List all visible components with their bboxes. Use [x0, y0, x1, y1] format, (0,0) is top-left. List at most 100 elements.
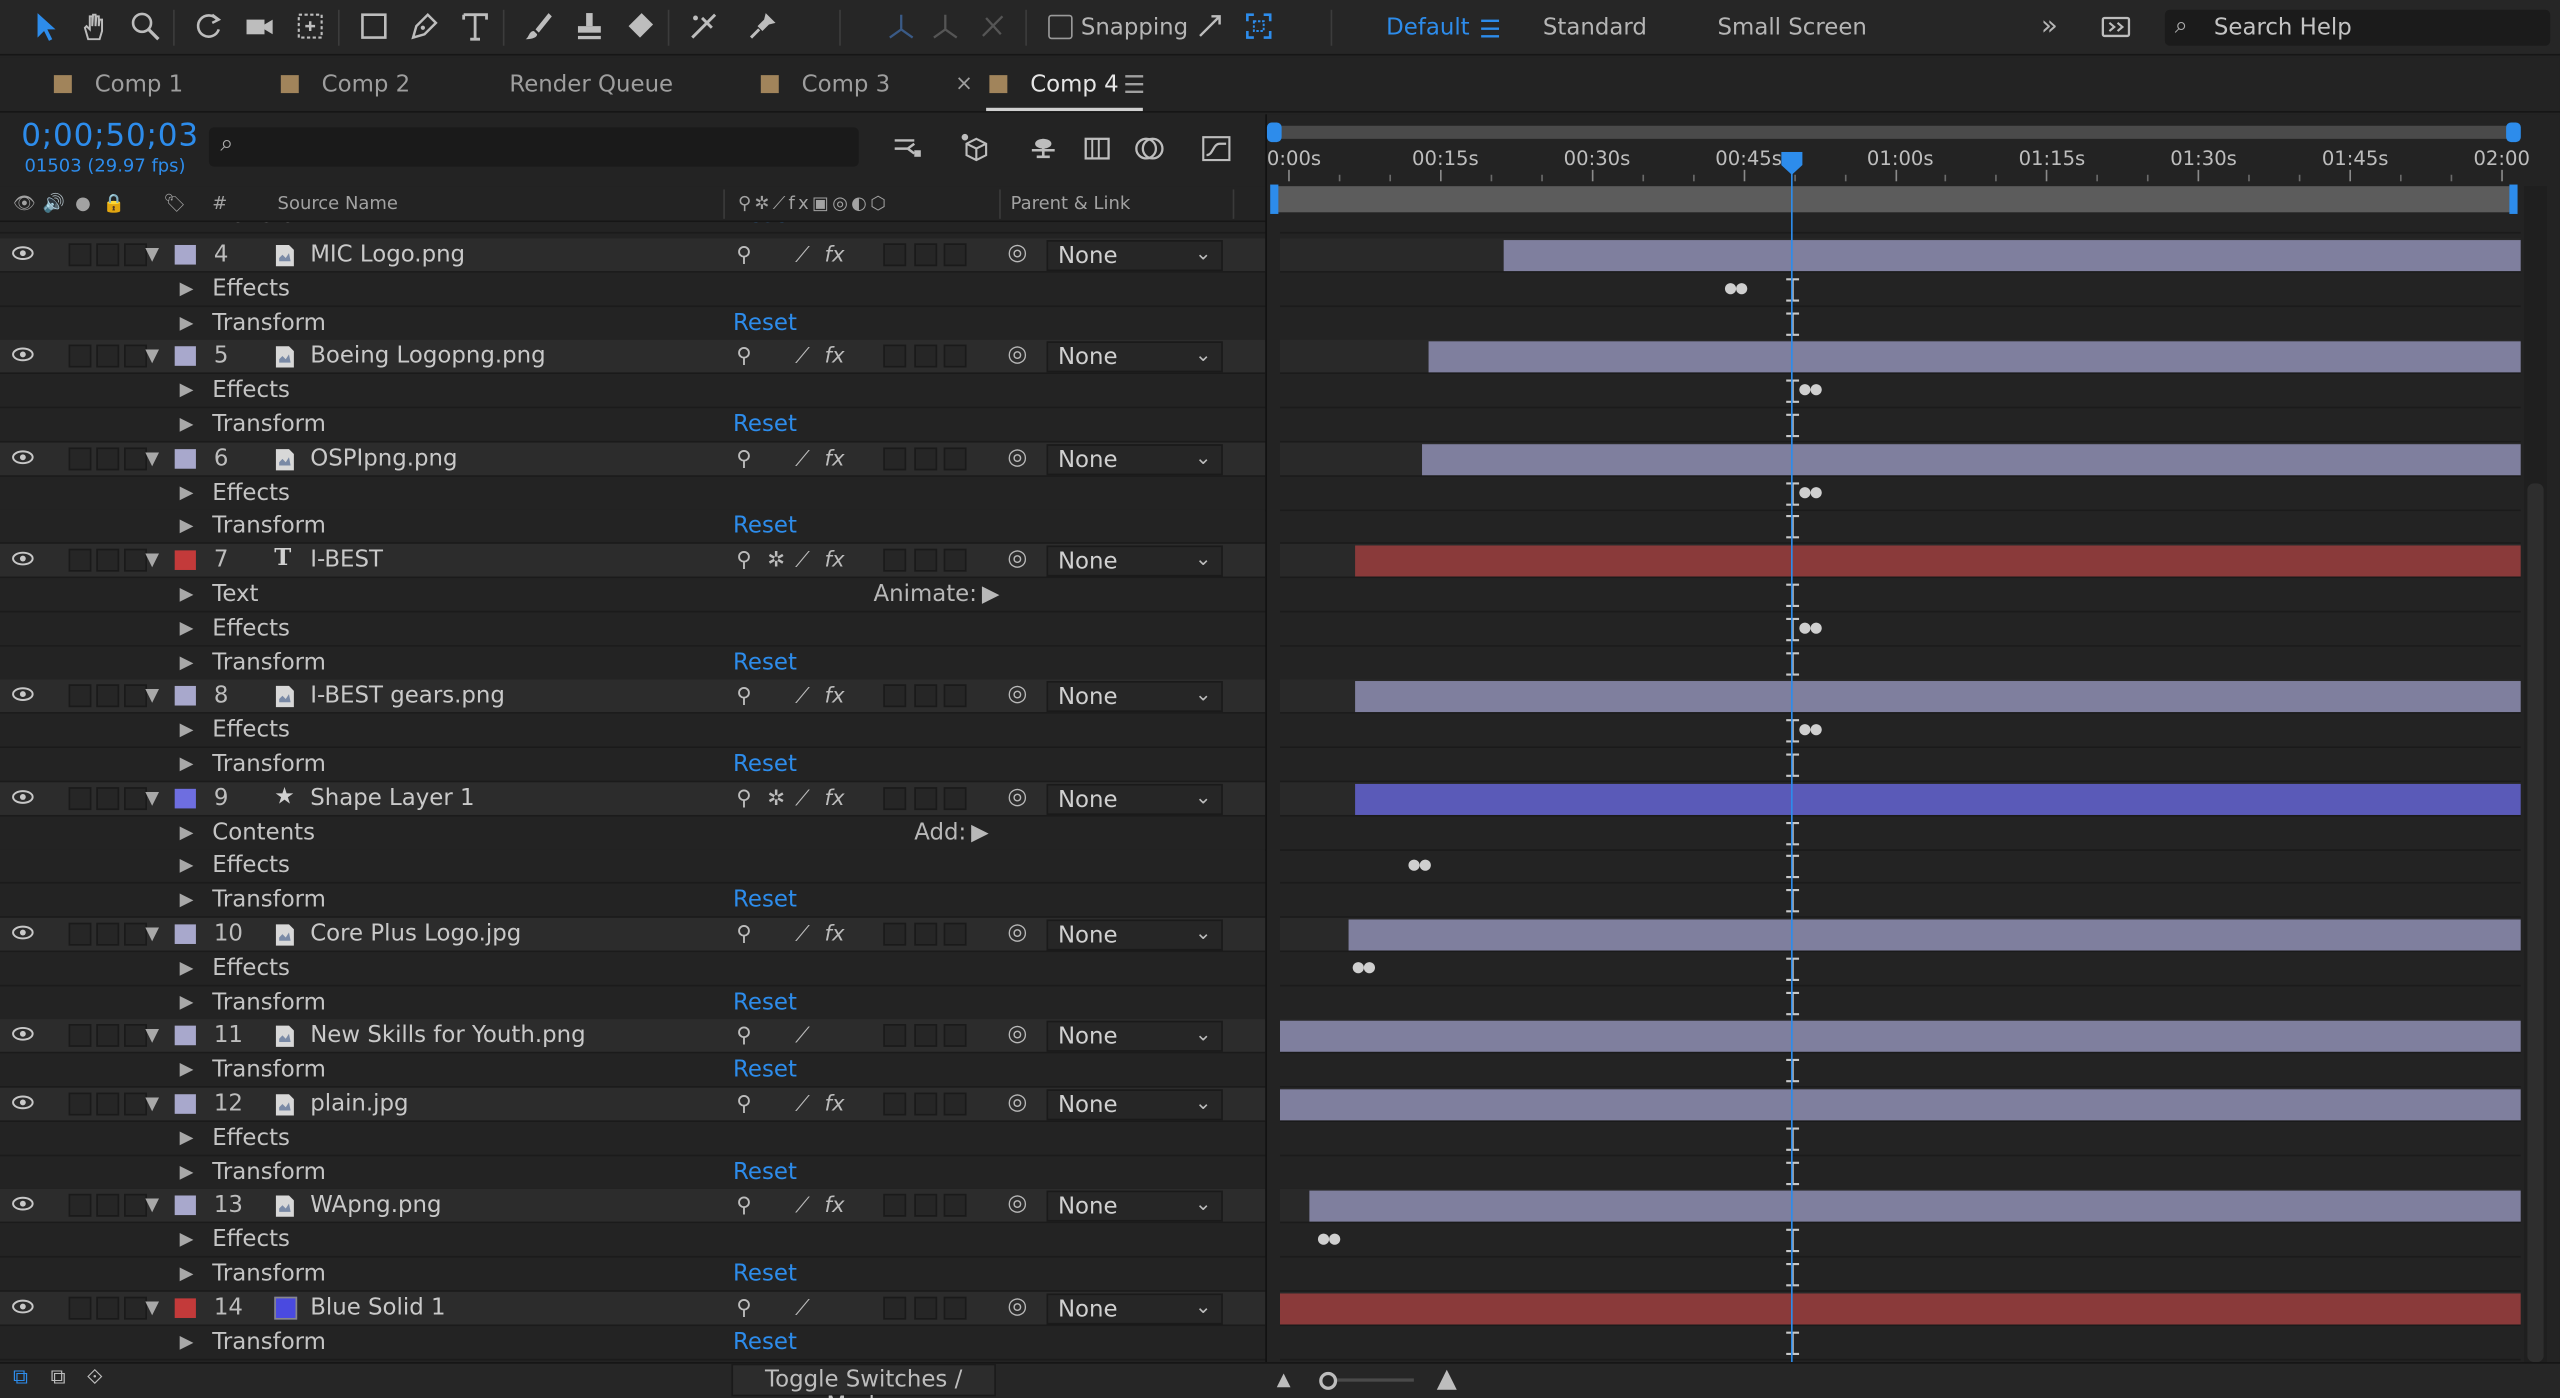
layer-name[interactable]: I-BEST gears.png [310, 683, 505, 710]
shy-switch-icon[interactable]: ⚲ [736, 549, 752, 574]
reset-link[interactable]: Reset [733, 309, 797, 336]
audio-toggle[interactable] [68, 786, 92, 810]
layer-label-color[interactable] [174, 1094, 196, 1114]
effect-keyframes-icon[interactable]: ●● [1407, 858, 1432, 875]
layer-name[interactable]: MIC Logo.png [310, 241, 466, 268]
reset-link[interactable]: Reset [733, 1158, 797, 1186]
shy-switch-icon[interactable]: ⚲ [736, 1092, 752, 1118]
property-row-effects[interactable]: ▶ Effects [0, 272, 1266, 307]
audio-toggle[interactable] [68, 447, 92, 471]
lock-toggle[interactable] [124, 447, 147, 471]
motion-blur-icon[interactable] [1131, 131, 1167, 167]
current-time-indicator-head[interactable] [1781, 151, 1803, 175]
property-row-effects[interactable]: ▶ Effects [0, 1223, 1266, 1258]
reset-link[interactable]: Reset [733, 751, 797, 778]
pen-tool-icon[interactable] [405, 7, 444, 46]
reset-link[interactable]: Reset [733, 989, 797, 1016]
effects-switch-icon[interactable]: fx [824, 922, 845, 948]
pick-whip-icon[interactable]: ◎ [1007, 681, 1028, 708]
quality-switch-icon[interactable]: ⟋ [795, 786, 810, 812]
adjustment-toggle[interactable] [943, 243, 967, 267]
expand-twirl-icon[interactable]: ▶ [179, 311, 194, 333]
property-row-transform[interactable]: ▶ Transform Reset [0, 1155, 1266, 1190]
parent-dropdown[interactable]: None ⌄ [1046, 783, 1223, 815]
tab-comp-1[interactable]: Comp 1 [53, 72, 183, 98]
pick-whip-icon[interactable]: ◎ [1007, 240, 1028, 267]
layer-label-color[interactable] [174, 346, 196, 367]
expand-twirl-icon[interactable]: ▶ [179, 718, 194, 741]
parent-dropdown[interactable]: None ⌄ [1046, 443, 1223, 475]
expand-twirl-icon[interactable]: ▶ [179, 413, 194, 435]
time-navigator[interactable] [1271, 125, 2520, 139]
parent-dropdown[interactable]: None ⌄ [1046, 919, 1223, 951]
expand-twirl-icon[interactable]: ▼ [145, 1092, 160, 1114]
collapse-switch-icon[interactable]: ✲ [767, 549, 786, 574]
sync-settings-icon[interactable] [2096, 7, 2135, 46]
local-axis-icon[interactable] [882, 7, 921, 46]
layer-row[interactable]: ▼ 9 ★ Shape Layer 1 ⚲ ✲ ⟋ fx ◎ None ⌄ [0, 781, 1266, 817]
pick-whip-icon[interactable]: ◎ [1007, 545, 1028, 572]
current-time-indicator-line[interactable] [1791, 156, 1793, 1366]
motion-blur-toggle[interactable] [914, 684, 938, 708]
draft-3d-icon[interactable] [958, 131, 994, 167]
layer-row[interactable]: ▼ 6 OSPIpng.png ⚲ ⟋ fx ◎ None ⌄ [0, 442, 1266, 477]
property-row-effects[interactable]: ▶ Effects [0, 951, 1266, 987]
expand-twirl-icon[interactable]: ▶ [179, 888, 194, 910]
shy-switch-icon[interactable]: ⚲ [736, 243, 752, 268]
expand-twirl-icon[interactable]: ▶ [179, 617, 194, 639]
layer-row[interactable]: ▼ 14 Blue Solid 1 ⚲ ⟋ ◎ None ⌄ [0, 1291, 1266, 1326]
layer-duration-bar[interactable] [1354, 783, 2521, 815]
pick-whip-icon[interactable]: ◎ [1007, 783, 1028, 810]
quality-switch-icon[interactable]: ⟋ [795, 1296, 810, 1321]
work-area-end-handle[interactable] [2509, 184, 2518, 214]
property-row-effects[interactable]: ▶ Effects [0, 1121, 1266, 1156]
visibility-eye-icon[interactable] [11, 785, 34, 808]
timeline-scrollbar-thumb[interactable] [2527, 483, 2544, 1363]
property-row-transform[interactable]: ▶ Transform Reset [0, 306, 1266, 341]
navigator-start-handle[interactable] [1266, 122, 1282, 143]
frame-blend-toggle[interactable] [883, 1024, 907, 1048]
tab-render-queue[interactable]: Render Queue [509, 72, 673, 98]
frame-blending-icon[interactable] [1079, 131, 1115, 167]
effect-keyframes-icon[interactable]: ●● [1317, 1231, 1341, 1249]
frame-blend-toggle[interactable] [883, 1296, 907, 1320]
workspace-overflow-icon[interactable]: » [2040, 9, 2058, 43]
motion-blur-toggle[interactable] [914, 345, 938, 369]
property-row-effects[interactable]: ▶ Effects [0, 849, 1266, 885]
pick-whip-icon[interactable]: ◎ [1007, 1293, 1028, 1320]
audio-toggle[interactable] [68, 1024, 92, 1048]
property-row-transform[interactable]: ▶ Transform Reset [0, 408, 1266, 443]
effects-switch-icon[interactable]: fx [824, 243, 845, 268]
selection-tool-icon[interactable] [26, 7, 65, 46]
visibility-eye-icon[interactable] [11, 921, 34, 944]
workspace-standard[interactable]: Standard [1542, 14, 1647, 41]
reset-link[interactable]: Reset [733, 1056, 797, 1084]
quality-switch-icon[interactable]: ⟋ [795, 345, 810, 370]
expand-twirl-icon[interactable]: ▼ [145, 1296, 160, 1318]
visibility-eye-icon[interactable] [11, 1193, 34, 1216]
quality-switch-icon[interactable]: ⟋ [795, 1024, 810, 1050]
parent-link-column[interactable]: Parent & Link [1010, 192, 1131, 214]
zoom-out-icon[interactable]: ▲ [1276, 1368, 1291, 1390]
expand-twirl-icon[interactable]: ▶ [179, 752, 194, 775]
effects-switch-icon[interactable]: fx [824, 345, 845, 370]
effect-keyframes-icon[interactable]: ●● [1798, 722, 1823, 739]
property-row-transform[interactable]: ▶ Transform Reset [0, 1325, 1266, 1360]
adjustment-toggle[interactable] [943, 1092, 967, 1116]
parent-dropdown[interactable]: None ⌄ [1046, 341, 1223, 374]
visibility-eye-icon[interactable] [11, 547, 34, 570]
hand-tool-icon[interactable] [75, 7, 114, 46]
lock-toggle[interactable] [124, 1296, 147, 1320]
expand-twirl-icon[interactable]: ▶ [179, 990, 194, 1012]
parent-dropdown[interactable]: None ⌄ [1046, 1021, 1223, 1053]
effects-switch-icon[interactable]: fx [824, 786, 845, 812]
layer-label-color[interactable] [174, 686, 196, 707]
view-axis-icon[interactable] [973, 7, 1012, 46]
parent-dropdown[interactable]: None ⌄ [1046, 1089, 1223, 1121]
source-name-column[interactable]: Source Name [277, 192, 398, 214]
layer-duration-bar[interactable] [1279, 1293, 2521, 1325]
workspace-default[interactable]: Default [1386, 14, 1470, 41]
property-row-transform[interactable]: ▶ Transform Reset [0, 510, 1266, 545]
collapse-switch-icon[interactable]: ✲ [767, 786, 786, 812]
shy-switch-icon[interactable]: ⚲ [736, 922, 752, 948]
